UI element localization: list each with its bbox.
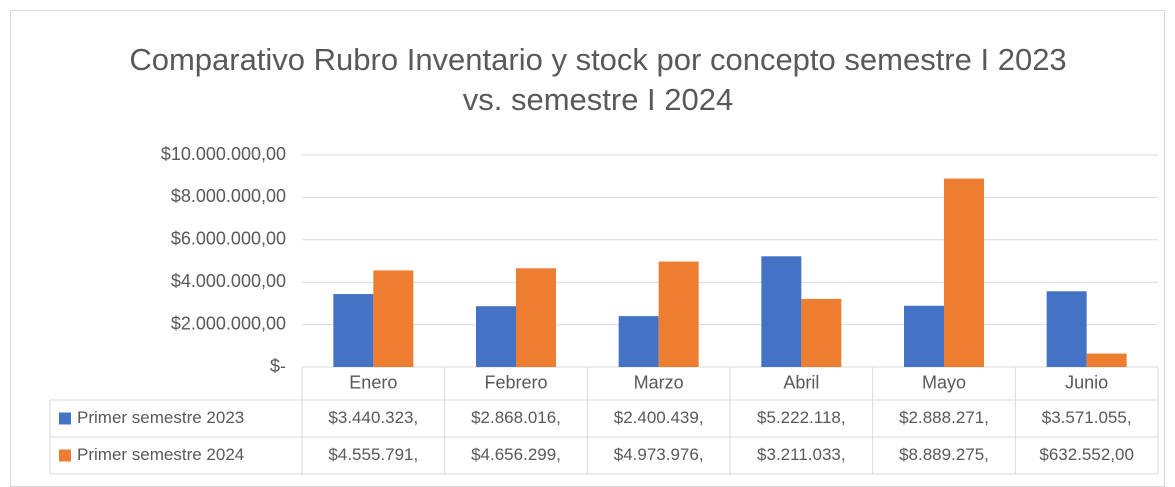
table-value: $4.555.791,	[328, 445, 418, 464]
bar	[904, 305, 944, 367]
bar	[1086, 353, 1127, 367]
table-value: $4.973.976,	[614, 445, 704, 464]
bar	[618, 316, 659, 367]
bar	[476, 306, 516, 367]
y-tick-label: $6.000.000,00	[171, 229, 286, 249]
x-tick-label: Febrero	[484, 372, 547, 392]
bar	[333, 294, 374, 367]
y-tick-label: $8.000.000,00	[171, 186, 286, 206]
table-value: $2.400.439,	[614, 408, 704, 427]
table-value: $3.440.323,	[328, 408, 418, 427]
bar	[801, 298, 842, 367]
bar	[373, 270, 414, 367]
bar	[516, 268, 556, 367]
x-tick-label: Enero	[349, 372, 397, 392]
x-tick-label: Mayo	[922, 372, 966, 392]
bar	[761, 256, 802, 367]
table-value: $3.211.033,	[757, 445, 846, 464]
bar	[1046, 291, 1087, 367]
chart-title: Comparativo Rubro Inventario y stock por…	[129, 42, 1067, 117]
y-tick-label: $2.000.000,00	[171, 313, 286, 333]
legend-key	[59, 449, 71, 462]
table-value: $3.571.055,	[1042, 408, 1132, 427]
legend-key	[59, 412, 71, 425]
y-tick-label: $4.000.000,00	[171, 271, 286, 291]
bar	[944, 178, 984, 367]
x-tick-label: Abril	[783, 372, 819, 392]
table-value: $4.656.299,	[471, 445, 561, 464]
table-value: $5.222.118,	[757, 408, 846, 427]
x-tick-label: Junio	[1065, 372, 1108, 392]
legend-label: Primer semestre 2024	[77, 445, 244, 464]
bar	[658, 261, 699, 367]
legend-label: Primer semestre 2023	[77, 408, 244, 427]
y-tick-label: $-	[270, 356, 286, 376]
x-tick-label: Marzo	[634, 372, 684, 392]
table-value: $2.888.271,	[899, 408, 989, 427]
y-tick-label: $10.000.000,00	[161, 144, 286, 164]
table-value: $8.889.275,	[899, 445, 989, 464]
table-value: $2.868.016,	[471, 408, 561, 427]
table-value: $632.552,00	[1039, 445, 1134, 464]
